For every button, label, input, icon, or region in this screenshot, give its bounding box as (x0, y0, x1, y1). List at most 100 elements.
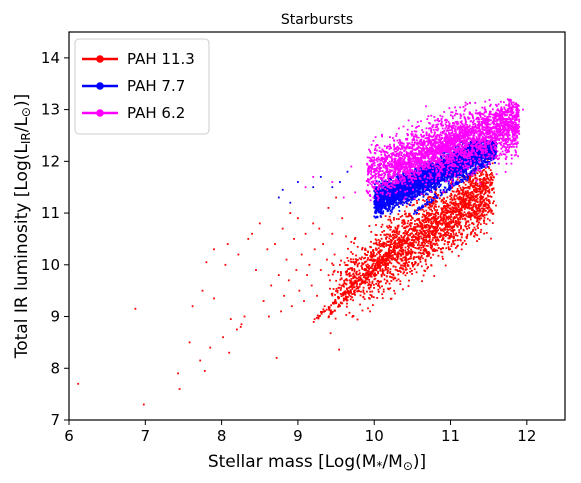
point-pah-11-3 (374, 267, 377, 269)
point-pah-11-3 (389, 233, 391, 236)
point-pah-11-3 (468, 227, 471, 229)
point-pah-7-7 (383, 201, 386, 204)
point-pah-11-3 (407, 234, 410, 236)
point-pah-11-3 (295, 269, 298, 271)
point-pah-11-3 (448, 210, 451, 213)
point-pah-11-3 (327, 274, 330, 277)
point-pah-11-3 (443, 211, 445, 214)
point-pah-11-3 (350, 241, 353, 243)
point-pah-11-3 (407, 225, 409, 228)
point-pah-11-3 (378, 250, 380, 253)
point-pah-7-7 (412, 186, 414, 188)
point-pah-11-3 (452, 201, 455, 204)
point-pah-11-3 (347, 291, 350, 294)
point-pah-11-3 (419, 224, 422, 227)
point-pah-11-3 (404, 240, 407, 243)
point-pah-11-3 (387, 267, 389, 269)
point-pah-11-3 (485, 180, 488, 183)
point-pah-11-3 (472, 193, 475, 196)
point-pah-11-3 (491, 174, 494, 177)
point-pah-11-3 (404, 274, 407, 277)
point-pah-11-3 (370, 253, 372, 256)
point-pah-11-3 (471, 192, 474, 195)
point-pah-11-3 (485, 197, 488, 200)
point-pah-11-3 (378, 264, 381, 267)
point-pah-11-3 (415, 218, 418, 221)
point-pah-11-3 (402, 237, 405, 240)
point-pah-11-3 (358, 257, 361, 260)
point-pah-11-3 (476, 240, 478, 242)
point-pah-11-3 (421, 216, 424, 218)
point-pah-11-3 (468, 207, 471, 210)
point-pah-11-3 (341, 302, 344, 305)
point-pah-11-3 (408, 279, 410, 282)
point-pah-11-3 (452, 213, 454, 215)
point-pah-11-3 (460, 212, 463, 215)
point-pah-11-3 (353, 238, 356, 240)
point-pah-11-3 (455, 210, 458, 212)
point-pah-11-3 (343, 279, 346, 282)
point-pah-7-7 (388, 208, 391, 211)
point-pah-11-3 (338, 348, 340, 351)
point-pah-7-7 (380, 182, 382, 185)
point-pah-11-3 (392, 234, 395, 237)
point-pah-7-7 (440, 160, 443, 163)
point-pah-11-3 (416, 223, 418, 225)
point-pah-11-3 (383, 258, 386, 261)
point-pah-11-3 (436, 244, 439, 247)
point-pah-7-7 (409, 193, 412, 195)
point-pah-11-3 (446, 205, 448, 208)
point-pah-11-3 (458, 193, 461, 195)
point-pah-11-3 (283, 294, 286, 297)
point-pah-11-3 (431, 212, 434, 215)
point-pah-7-7 (390, 190, 392, 193)
point-pah-11-3 (450, 245, 453, 248)
point-pah-11-3 (459, 200, 462, 203)
point-pah-11-3 (400, 242, 403, 244)
point-pah-11-3 (395, 236, 398, 239)
point-pah-11-3 (383, 278, 386, 281)
point-pah-11-3 (417, 239, 419, 241)
point-pah-11-3 (344, 270, 347, 273)
point-pah-11-3 (383, 264, 386, 266)
point-pah-11-3 (438, 227, 441, 230)
point-pah-11-3 (353, 242, 355, 245)
point-pah-11-3 (393, 289, 395, 292)
point-pah-11-3 (405, 226, 408, 229)
point-pah-11-3 (405, 268, 408, 271)
point-pah-7-7 (397, 190, 400, 193)
point-pah-11-3 (403, 265, 405, 267)
point-pah-11-3 (353, 268, 356, 270)
point-pah-11-3 (452, 230, 454, 232)
point-pah-11-3 (468, 196, 471, 199)
point-pah-11-3 (332, 271, 335, 273)
point-pah-11-3 (366, 258, 369, 261)
point-pah-11-3 (368, 264, 371, 267)
point-pah-11-3 (354, 282, 357, 285)
point-pah-11-3 (425, 238, 428, 241)
point-pah-7-7 (425, 192, 428, 195)
point-pah-11-3 (268, 315, 270, 318)
point-pah-11-3 (491, 222, 494, 224)
point-pah-7-7 (427, 187, 430, 190)
point-pah-11-3 (377, 265, 380, 268)
point-pah-11-3 (456, 178, 459, 181)
point-pah-11-3 (289, 212, 292, 214)
point-pah-11-3 (473, 182, 475, 185)
point-pah-11-3 (469, 203, 471, 206)
point-pah-11-3 (393, 251, 396, 253)
point-pah-11-3 (453, 197, 456, 200)
point-pah-11-3 (385, 263, 388, 266)
point-pah-11-3 (390, 252, 392, 255)
point-pah-11-3 (365, 260, 368, 263)
point-pah-11-3 (457, 244, 459, 247)
point-pah-11-3 (335, 196, 337, 199)
point-pah-11-3 (347, 247, 349, 250)
point-pah-11-3 (458, 190, 460, 193)
point-pah-11-3 (487, 165, 490, 168)
point-pah-11-3 (409, 234, 411, 237)
point-pah-11-3 (451, 235, 453, 238)
point-pah-11-3 (459, 202, 462, 204)
point-pah-11-3 (337, 271, 339, 273)
point-pah-11-3 (454, 247, 457, 249)
